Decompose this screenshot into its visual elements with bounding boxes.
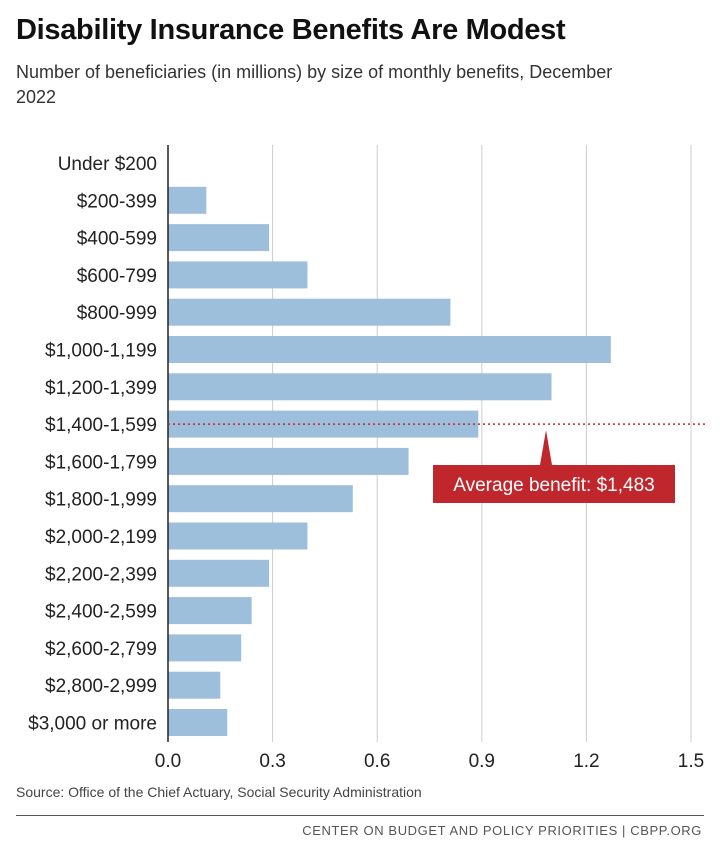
category-label: $1,800-1,999 xyxy=(45,490,157,511)
bar xyxy=(168,298,451,326)
category-label: $1,000-1,199 xyxy=(45,341,157,362)
bar xyxy=(168,597,252,625)
x-tick-label: 0.6 xyxy=(364,751,390,772)
category-label: $3,000 or more xyxy=(28,714,157,735)
category-label: $1,600-1,799 xyxy=(45,452,157,473)
bar xyxy=(168,336,611,363)
bar xyxy=(168,559,270,587)
bar xyxy=(168,671,221,699)
category-label: $800-999 xyxy=(77,303,157,324)
bar xyxy=(168,186,207,214)
bar xyxy=(168,373,552,401)
bar xyxy=(168,709,228,736)
bar-chart: Under $200 $200-399 $400-599 $600-799 $800-9… xyxy=(28,145,705,772)
category-label: $2,000-2,199 xyxy=(45,527,157,548)
bar xyxy=(168,224,270,252)
category-label: $2,800-2,999 xyxy=(45,676,157,697)
bar xyxy=(168,447,409,475)
x-tick-label: 0.9 xyxy=(469,751,495,772)
chart-subtitle: Number of beneficiaries (in millions) by… xyxy=(16,62,613,107)
average-benefit-callout xyxy=(433,430,675,503)
category-label: $1,400-1,599 xyxy=(45,415,157,436)
category-label: $400-599 xyxy=(77,229,157,250)
category-label: Under $200 xyxy=(58,154,157,175)
category-label: $600-799 xyxy=(77,266,157,287)
footer-credit: CENTER ON BUDGET AND POLICY PRIORITIES |… xyxy=(302,823,702,838)
bar xyxy=(168,261,308,289)
category-label: $200-399 xyxy=(77,191,157,212)
bar xyxy=(168,522,308,550)
bar xyxy=(168,634,242,662)
x-tick-label: 0.0 xyxy=(155,751,181,772)
category-label: $1,200-1,399 xyxy=(45,378,157,399)
footer-divider xyxy=(16,815,704,816)
category-label: $2,600-2,799 xyxy=(45,639,157,660)
category-label: $2,200-2,399 xyxy=(45,564,157,585)
category-label: $2,400-2,599 xyxy=(45,602,157,623)
chart-title: Disability Insurance Benefits Are Modest xyxy=(16,14,566,46)
x-tick-label: 0.3 xyxy=(259,751,285,772)
x-tick-label: 1.5 xyxy=(678,751,704,772)
average-benefit-label: Average benefit: $1,483 xyxy=(453,475,654,496)
source-note: Source: Office of the Chief Actuary, Soc… xyxy=(16,784,422,800)
bar xyxy=(168,485,353,513)
x-tick-label: 1.2 xyxy=(573,751,599,772)
